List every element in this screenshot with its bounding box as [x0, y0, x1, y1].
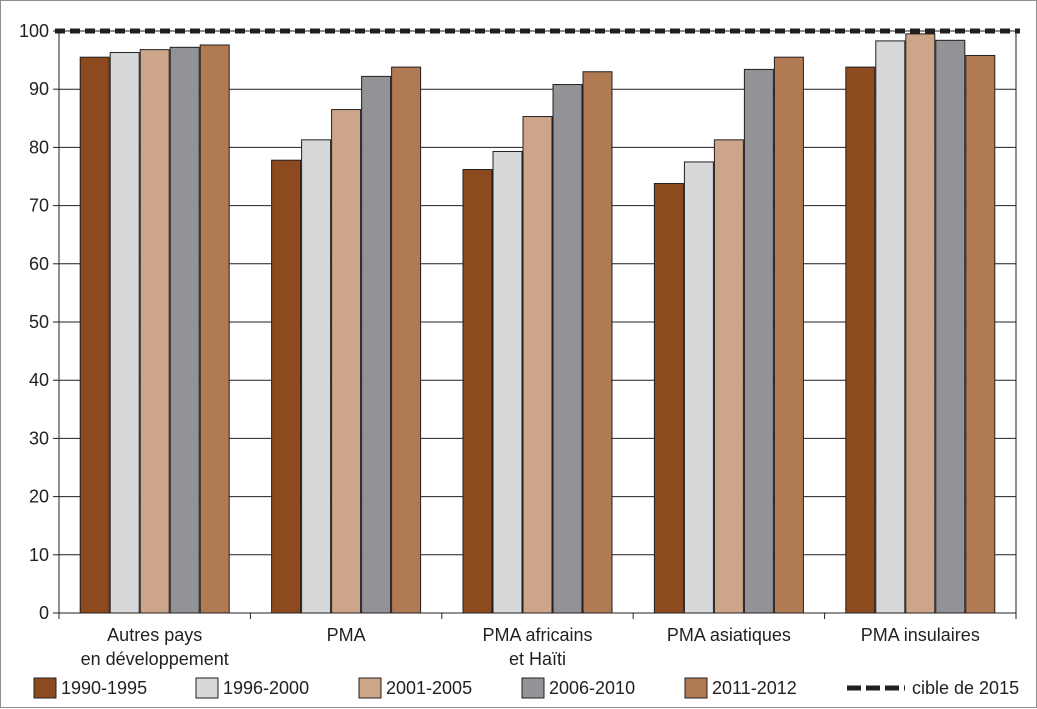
category-label-3-0: PMA asiatiques — [667, 625, 791, 645]
category-label-2-1: et Haïti — [509, 649, 566, 669]
bar-2006-2010-1 — [361, 75, 392, 614]
y-tick-label-90: 90 — [29, 79, 49, 99]
bar-2006-2010-0 — [169, 46, 200, 614]
y-tick-label-50: 50 — [29, 312, 49, 332]
y-tick-label-10: 10 — [29, 545, 49, 565]
bar-1990-1995-2 — [462, 169, 493, 614]
category-label-0-1: en développement — [81, 649, 229, 669]
bar-2006-2010-2 — [552, 84, 583, 614]
legend-label-1996-2000: 1996-2000 — [223, 678, 309, 698]
y-tick-label-100: 100 — [19, 21, 49, 41]
bar-2001-2005-3 — [713, 139, 744, 614]
y-tick-label-0: 0 — [39, 603, 49, 623]
y-tick-label-30: 30 — [29, 428, 49, 448]
bar-2011-2012-3 — [773, 56, 804, 614]
y-tick-label-80: 80 — [29, 137, 49, 157]
legend-label-2011-2012: 2011-2012 — [712, 678, 797, 698]
bar-2011-2012-1 — [391, 66, 422, 614]
bar-1990-1995-0 — [79, 56, 110, 614]
bar-1996-2000-3 — [683, 161, 714, 614]
bar-2006-2010-3 — [743, 68, 774, 614]
legend-swatch-2001-2005 — [358, 677, 382, 699]
bar-2001-2005-4 — [905, 33, 936, 614]
bar-1990-1995-3 — [653, 182, 684, 614]
bar-1990-1995-4 — [845, 66, 876, 614]
legend-layer: 1990-1995 1996-2000 2001-2005 2006-2010 2011… — [33, 677, 1019, 699]
legend-label-1990-1995: 1990-1995 — [61, 678, 147, 698]
y-tick-label-40: 40 — [29, 370, 49, 390]
bar-2006-2010-4 — [935, 39, 966, 614]
bar-2011-2012-4 — [965, 54, 996, 614]
bar-1996-2000-1 — [301, 139, 332, 614]
legend-label-target: cible de 2015 — [912, 678, 1019, 698]
labels-layer: 0 10 20 30 40 50 60 70 80 90 100 Autres pays en déve… — [19, 21, 980, 669]
bar-1996-2000-0 — [109, 52, 140, 614]
bar-2011-2012-2 — [582, 71, 613, 614]
y-tick-label-60: 60 — [29, 254, 49, 274]
bar-2001-2005-0 — [139, 49, 170, 614]
axis-layer — [53, 30, 1017, 619]
legend-swatch-2011-2012 — [684, 677, 708, 699]
bar-2001-2005-1 — [331, 109, 362, 614]
category-label-4-0: PMA insulaires — [861, 625, 980, 645]
legend-swatch-2006-2010 — [521, 677, 545, 699]
bar-2001-2005-2 — [522, 116, 553, 614]
legend-swatch-1996-2000 — [195, 677, 219, 699]
legend-label-2006-2010: 2006-2010 — [549, 678, 635, 698]
legend-label-2001-2005: 2001-2005 — [386, 678, 472, 698]
category-label-1-0: PMA — [327, 625, 366, 645]
y-tick-label-70: 70 — [29, 196, 49, 216]
bars-layer — [79, 33, 996, 614]
y-tick-label-20: 20 — [29, 487, 49, 507]
bar-1996-2000-4 — [875, 40, 906, 614]
bar-1990-1995-1 — [271, 159, 302, 614]
legend-swatch-1990-1995 — [33, 677, 57, 699]
category-label-0-0: Autres pays — [107, 625, 202, 645]
category-label-2-0: PMA africains — [482, 625, 592, 645]
bar-2011-2012-0 — [199, 44, 230, 614]
bar-1996-2000-2 — [492, 150, 523, 614]
